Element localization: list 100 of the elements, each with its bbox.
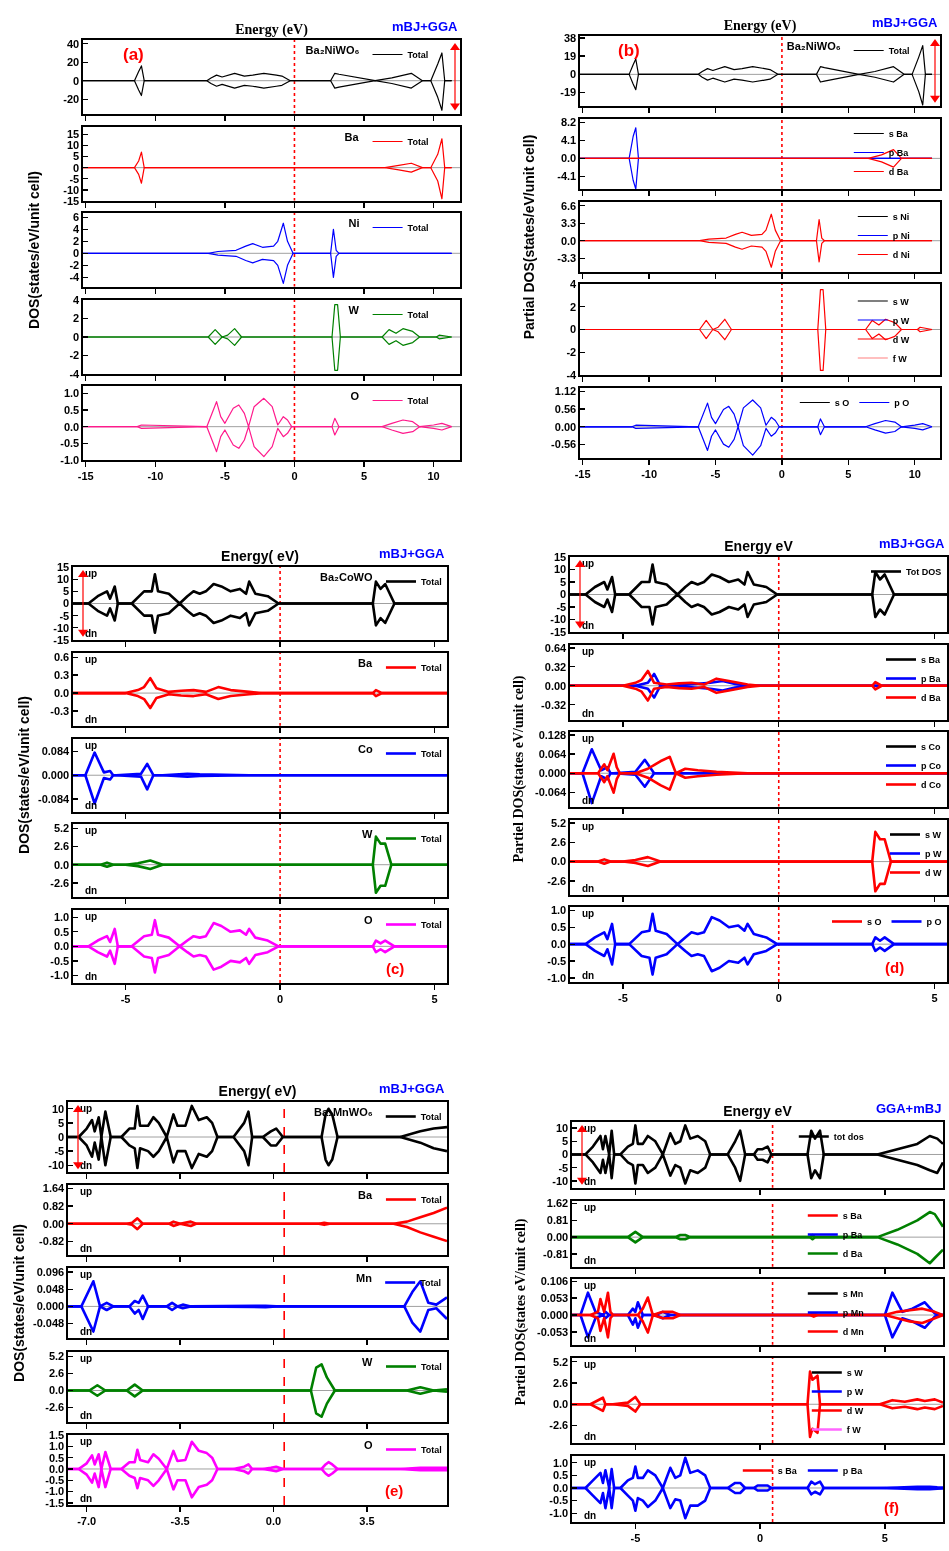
x-tick-label: 0.0 [265,1514,282,1527]
y-tick-label: -0.5 [45,1473,65,1486]
y-tick-label: -10 [53,621,70,634]
legend-title: Ba [344,130,360,143]
legend-label: p W [892,315,910,326]
annotation: dn [85,799,98,811]
legend-label: Total [421,834,442,845]
annotation: dn [582,882,595,894]
y-tick-label: 2 [73,312,80,325]
annotation: dn [584,1333,597,1345]
y-tick-label: 19 [563,49,577,62]
y-tick-label: -4 [566,369,578,382]
y-tick-label: 38 [563,31,577,44]
chart-title: Energy eV [723,1103,793,1119]
y-tick-label: 5 [73,150,80,162]
annotation: up [582,733,595,745]
y-tick-label: -2 [566,346,577,359]
y-tick-label: -2.6 [50,877,70,890]
y-axis-title: Partiel DOS(states eV/unit cell) [513,1218,529,1406]
y-tick-label: 6.6 [560,199,577,212]
y-tick-label: 0.0 [560,234,577,247]
annotation: (c) [386,960,405,978]
legend-title: O [364,914,373,927]
legend-label: s W [925,829,942,840]
y-tick-label: 0 [73,247,80,260]
y-tick-label: 5 [63,585,70,598]
y-tick-label: -2 [69,349,80,362]
y-tick-label: -1.5 [45,1496,65,1509]
y-tick-label: -5 [69,172,80,185]
y-tick-label: 0.5 [63,404,80,417]
y-tick-label: 0.096 [36,1266,65,1279]
x-tick-label: 3.5 [359,1514,375,1527]
legend-label: s Ba [888,128,909,139]
y-tick-label: -3.3 [557,251,577,264]
y-tick-label: 0.3 [53,668,70,681]
legend-label: Total [407,396,429,407]
y-tick-label: 0.0 [53,940,70,953]
legend-title: Ni [348,217,360,230]
y-tick-label: -2.6 [45,1401,65,1414]
y-tick-label: -1.0 [549,1507,569,1520]
legend-label: Total [888,46,910,57]
y-tick-label: 0.0 [560,152,577,165]
legend-label: Total [407,309,429,320]
y-tick-label: 0.32 [544,660,567,673]
legend-label: Total [407,50,429,61]
legend-title: O [350,390,360,403]
annotation: dn [80,1492,93,1504]
annotation: up [582,820,595,832]
legend-label: s O [867,917,882,928]
y-tick-label: -19 [560,86,577,99]
legend-label: p O [894,398,910,409]
text: GGA+mBJ [876,1101,942,1116]
legend-title: Mn [356,1272,373,1285]
y-tick-label: -2 [69,259,80,272]
y-tick-label: 0.00 [554,420,577,433]
legend-title: Ba [358,1189,373,1202]
legend-label: s Co [921,742,942,753]
x-tick-label: -3.5 [170,1514,190,1527]
annotation: (a) [123,45,144,64]
annotation: dn [80,1326,93,1338]
legend-title: W [362,828,373,841]
y-tick-label: -15 [53,633,70,646]
legend-label: s O [834,398,850,409]
annotation: (e) [385,1481,404,1499]
y-tick-label: 10 [56,573,70,586]
y-tick-label: -0.084 [38,792,71,805]
annotation: (d) [885,959,905,977]
annotation: up [582,908,595,920]
annotation: up [80,1435,93,1447]
y-tick-label: 5 [562,1135,569,1148]
legend-label: Total [420,662,442,673]
y-axis-title: DOS(states/eV/unit cell) [11,1224,27,1383]
legend-label: d Co [921,780,942,791]
y-tick-label: 0 [560,588,567,601]
legend-label: s Ba [842,1210,863,1221]
y-tick-label: -10 [63,183,80,196]
y-tick-label: 1.0 [53,911,70,924]
x-tick-label: -5 [220,470,230,483]
y-tick-label: -10 [550,613,567,626]
x-tick-label: -5 [618,992,628,1005]
x-tick-label: -5 [120,992,131,1005]
y-tick-label: 0 [58,1130,65,1143]
y-tick-label: 0.5 [550,921,567,934]
y-tick-label: 0.6 [53,650,70,663]
annotation: up [582,645,595,657]
y-tick-label: 0.82 [42,1200,65,1213]
y-tick-label: -10 [48,1159,65,1172]
y-tick-label: -0.3 [50,704,70,717]
y-tick-label: -0.048 [33,1317,65,1330]
y-tick-label: 0.00 [42,1217,65,1230]
legend-label: Total [420,1195,442,1206]
annotation: up [80,1269,93,1281]
legend-label: p Ba [921,673,942,684]
y-tick-label: 0.000 [41,768,70,781]
annotation: up [85,825,98,837]
annotation: dn [584,1430,597,1442]
legend-label: Total [407,136,429,147]
y-tick-label: -5 [556,600,567,613]
y-tick-label: 10 [553,563,567,576]
annotation: up [85,653,98,665]
